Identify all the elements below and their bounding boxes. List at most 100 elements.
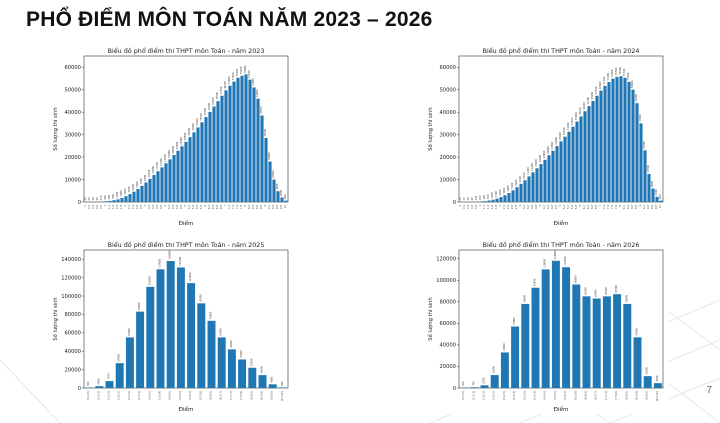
data-label: 1200 bbox=[116, 191, 119, 198]
x-tick-label: 7.6 bbox=[610, 205, 614, 209]
x-tick-label: 9.6 bbox=[275, 205, 279, 209]
bar bbox=[240, 75, 244, 202]
bar bbox=[595, 95, 599, 202]
bar bbox=[470, 387, 479, 388]
x-tick-label: 8 bbox=[618, 205, 622, 207]
data-label: 7500 bbox=[108, 373, 111, 380]
x-tick-label: 9.8 bbox=[654, 205, 658, 209]
data-label: 15 bbox=[463, 197, 466, 201]
x-tick-label: 10 bbox=[283, 205, 287, 209]
data-label: 38500 bbox=[260, 106, 263, 114]
y-tick-label: 140000 bbox=[61, 257, 81, 263]
data-label: 27000 bbox=[559, 132, 562, 140]
y-axis-label: Số lượng thí sinh bbox=[52, 107, 59, 150]
data-label: 26800 bbox=[184, 132, 187, 140]
data-label: 4600 bbox=[132, 184, 135, 191]
data-label: 53400 bbox=[607, 72, 610, 80]
bar bbox=[490, 375, 499, 388]
bar bbox=[571, 126, 575, 202]
data-label: 40400 bbox=[583, 102, 586, 110]
x-tick-label: 4 bbox=[538, 205, 542, 207]
chart-title: Biểu đồ phổ điểm thi THPT môn Toán - năm… bbox=[483, 240, 640, 249]
data-label: 53600 bbox=[232, 72, 235, 80]
bar bbox=[208, 111, 212, 202]
x-tick-label: 0 bbox=[83, 205, 87, 207]
data-label: 4500 bbox=[656, 375, 659, 382]
bar bbox=[562, 267, 571, 388]
data-label: 46000 bbox=[256, 89, 259, 97]
bar bbox=[104, 201, 108, 202]
data-label: 2300 bbox=[655, 189, 658, 196]
x-tick-label: 2 bbox=[123, 205, 127, 207]
x-tick-label: 1.2 bbox=[482, 205, 486, 209]
y-tick-label: 60000 bbox=[439, 65, 456, 71]
bar bbox=[631, 89, 635, 202]
bar bbox=[551, 260, 560, 388]
data-label: 500 bbox=[108, 194, 111, 199]
x-tick-label: 0.6 bbox=[470, 205, 474, 209]
bar bbox=[260, 115, 264, 202]
x-tick-label: 9 bbox=[638, 205, 642, 207]
chart-title: Biểu đồ phổ điểm thi THPT môn Toán - năm… bbox=[108, 46, 265, 55]
bar bbox=[125, 337, 134, 388]
y-tick-label: 50000 bbox=[64, 87, 81, 93]
data-label: 600 bbox=[659, 194, 662, 199]
x-tick-label: [2.5,3) bbox=[137, 391, 141, 400]
x-tick-label: 0.4 bbox=[466, 205, 470, 209]
bar bbox=[248, 79, 252, 202]
bar bbox=[579, 116, 583, 202]
data-label: 2000 bbox=[97, 378, 100, 385]
data-label: 96000 bbox=[574, 275, 577, 283]
bar bbox=[635, 103, 639, 202]
x-tick-label: 3 bbox=[143, 205, 147, 207]
bar bbox=[627, 81, 631, 202]
data-label: 2200 bbox=[499, 189, 502, 196]
x-tick-label: 5.8 bbox=[199, 205, 203, 209]
bar bbox=[256, 98, 260, 202]
bar bbox=[527, 176, 531, 202]
data-label: 11400 bbox=[527, 167, 530, 175]
bar bbox=[204, 117, 208, 202]
y-tick-label: 60000 bbox=[64, 65, 81, 71]
data-label: 85000 bbox=[585, 287, 588, 295]
bar bbox=[499, 197, 503, 202]
bar bbox=[602, 296, 611, 388]
x-tick-label: [7.5,8) bbox=[239, 391, 243, 400]
data-label: 20800 bbox=[547, 146, 550, 154]
x-tick-label: [1.5,2) bbox=[492, 391, 496, 400]
data-label: 44900 bbox=[216, 92, 219, 100]
bar bbox=[112, 200, 116, 202]
x-tick-label: 2.8 bbox=[514, 205, 518, 209]
data-label: 22000 bbox=[250, 358, 253, 366]
bar bbox=[144, 182, 148, 202]
x-tick-label: 0.6 bbox=[95, 205, 99, 209]
x-tick-label: 0.8 bbox=[99, 205, 103, 209]
x-tick-label: 1.2 bbox=[107, 205, 111, 209]
data-label: 16900 bbox=[539, 154, 542, 162]
data-label: 800 bbox=[112, 194, 115, 199]
bar bbox=[197, 303, 206, 388]
bar bbox=[148, 178, 152, 202]
bar bbox=[603, 85, 607, 202]
data-label: 60 bbox=[471, 197, 474, 201]
bar bbox=[563, 136, 567, 202]
x-tick-label: 4.4 bbox=[546, 205, 550, 209]
x-tick-label: [5,5.5) bbox=[563, 391, 567, 400]
bar bbox=[172, 155, 176, 202]
bar bbox=[132, 191, 136, 202]
x-tick-label: 1.6 bbox=[115, 205, 119, 209]
data-label: 5800 bbox=[136, 181, 139, 188]
data-label: 2600 bbox=[124, 188, 127, 195]
x-tick-label: [5.5,6) bbox=[198, 391, 202, 400]
x-tick-label: 0 bbox=[458, 205, 462, 207]
x-tick-label: 6.2 bbox=[207, 205, 211, 209]
slide-title: PHỔ ĐIỂM MÔN TOÁN NĂM 2023 – 2026 bbox=[26, 8, 433, 31]
bar bbox=[623, 303, 632, 388]
x-tick-label: [2,2.5) bbox=[127, 391, 131, 400]
data-label: 12000 bbox=[493, 365, 496, 373]
data-label: 22800 bbox=[176, 141, 179, 149]
data-label: 35000 bbox=[639, 114, 642, 122]
y-tick-label: 100000 bbox=[61, 294, 81, 300]
x-tick-label: [6,6.5) bbox=[209, 391, 213, 400]
x-tick-label: 9.8 bbox=[279, 205, 283, 209]
